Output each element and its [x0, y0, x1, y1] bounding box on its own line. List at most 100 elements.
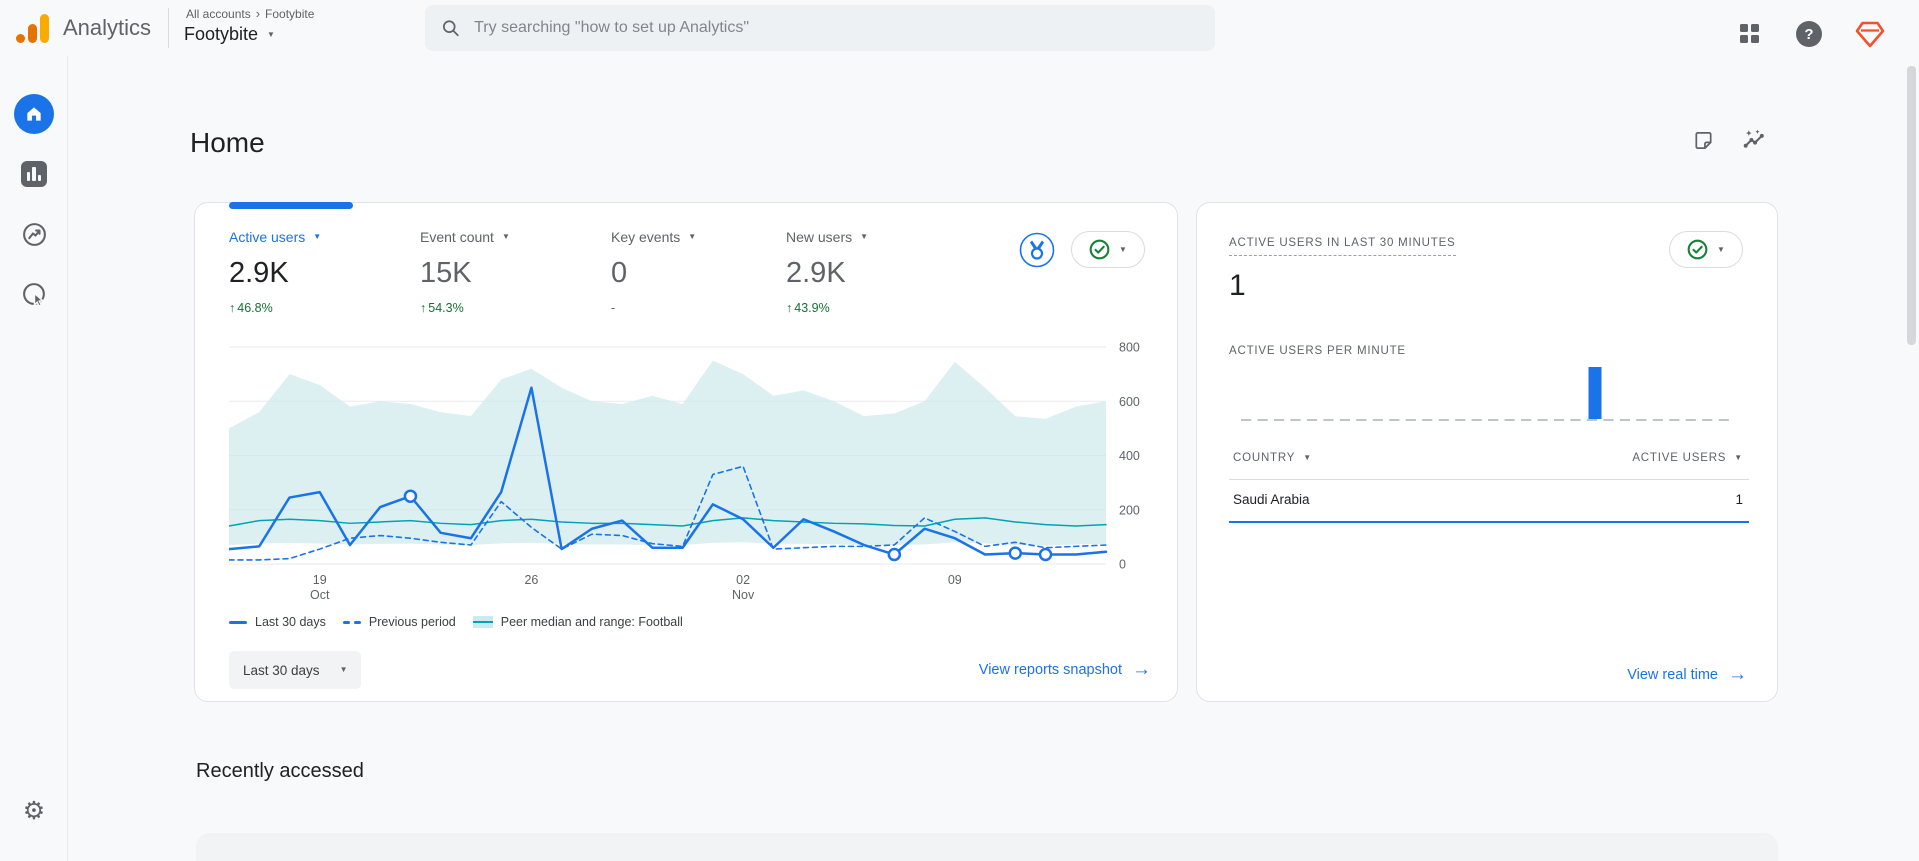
arrow-up-icon: ↑: [786, 301, 793, 315]
property-selector-label: Footybite: [184, 24, 259, 44]
benchmark-tools: ▼: [1019, 231, 1145, 268]
google-analytics-logo-icon: [16, 13, 50, 43]
search-icon: [442, 20, 459, 37]
svg-text:0: 0: [1119, 558, 1126, 572]
svg-text:Nov: Nov: [732, 588, 755, 602]
dashed-line-swatch: [342, 620, 361, 624]
metric-delta: ↑ 54.3%: [420, 301, 464, 315]
settings-gear-icon[interactable]: ⚙: [14, 791, 54, 831]
metric-value: 15K: [420, 257, 472, 289]
vertical-scrollbar-thumb[interactable]: [1907, 66, 1916, 345]
date-range-selector[interactable]: Last 30 days ▼: [229, 651, 362, 689]
check-circle-icon: [1089, 239, 1110, 260]
country-column-header[interactable]: COUNTRY ▼: [1233, 452, 1312, 464]
benchmark-medal-icon[interactable]: [1019, 232, 1055, 268]
apps-grid-icon[interactable]: [1740, 24, 1759, 43]
metric-value: 2.9K: [229, 257, 289, 289]
search-input[interactable]: [474, 19, 1199, 37]
active-users-per-minute-chart: [1241, 367, 1735, 421]
metric-value: 0: [611, 257, 628, 289]
active-users-column-header[interactable]: ACTIVE USERS ▼: [1632, 452, 1743, 464]
legend-peer-median-range: Peer median and range: Football: [472, 615, 683, 629]
help-icon[interactable]: ?: [1796, 21, 1822, 47]
band-swatch: [472, 616, 493, 628]
metric-tab-key-events[interactable]: Key events▼ 0 ↑-: [611, 229, 786, 315]
explore-icon: [22, 222, 46, 246]
arrow-right-icon: →: [1132, 659, 1151, 680]
chevron-down-icon: ▼: [1303, 453, 1312, 462]
svg-text:09: 09: [948, 573, 962, 587]
header-divider: [168, 8, 169, 48]
page-actions: [1692, 128, 1766, 156]
chart-legend: Last 30 days Previous period Peer median…: [229, 615, 683, 629]
breadcrumb: All accounts › Footybite: [186, 6, 314, 21]
svg-text:02: 02: [736, 573, 750, 587]
legend-previous-period: Previous period: [342, 615, 456, 629]
svg-text:19: 19: [313, 573, 327, 587]
sidebar-item-reports[interactable]: [14, 154, 54, 194]
insights-sparkline-icon[interactable]: [1741, 128, 1766, 156]
chevron-down-icon: ▼: [1734, 453, 1743, 462]
arrow-up-icon: ↑: [420, 301, 427, 315]
home-icon: [27, 107, 41, 121]
chevron-down-icon: ▼: [501, 232, 510, 241]
view-reports-snapshot-link[interactable]: View reports snapshot →: [978, 659, 1151, 680]
sidebar-item-explore[interactable]: [14, 214, 54, 254]
check-circle-icon: [1687, 239, 1708, 260]
metric-value: 2.9K: [786, 257, 846, 289]
chevron-down-icon: ▼: [267, 29, 275, 39]
chevron-down-icon: ▼: [313, 232, 322, 241]
breadcrumb-all-accounts[interactable]: All accounts: [186, 6, 251, 21]
realtime-table-header: COUNTRY ▼ ACTIVE USERS ▼: [1233, 452, 1743, 464]
advertising-icon: [22, 282, 45, 307]
country-cell: Saudi Arabia: [1233, 492, 1310, 507]
table-divider: [1229, 479, 1749, 480]
svg-text:400: 400: [1119, 449, 1140, 463]
left-nav-sidebar: ⚙: [0, 56, 68, 861]
customize-report-note-icon[interactable]: [1692, 128, 1715, 156]
app-name: Analytics: [63, 15, 152, 40]
chevron-down-icon: ▼: [1119, 244, 1127, 254]
property-selector[interactable]: Footybite ▼: [184, 24, 275, 45]
recently-accessed-title: Recently accessed: [196, 760, 364, 782]
sidebar-item-home[interactable]: [14, 94, 54, 134]
svg-text:600: 600: [1119, 395, 1140, 409]
row-bar-indicator: [1229, 521, 1749, 523]
breadcrumb-property[interactable]: Footybite: [265, 6, 315, 21]
metric-delta: ↑ 43.9%: [786, 301, 830, 315]
page-title: Home: [190, 127, 265, 158]
table-row: Saudi Arabia 1: [1233, 492, 1743, 507]
overview-footer: Last 30 days ▼ View reports snapshot →: [229, 651, 1151, 689]
data-quality-dropdown[interactable]: ▼: [1071, 231, 1145, 268]
metric-tab-event-count[interactable]: Event count ▼ 15K ↑ 54.3%: [420, 229, 611, 315]
app-header: Analytics All accounts › Footybite Footy…: [0, 0, 1919, 56]
active-tab-indicator: [229, 202, 353, 209]
realtime-data-quality-dropdown[interactable]: ▼: [1669, 231, 1743, 268]
overview-metrics-card: Active users ▼ 2.9K ↑ 46.8% Event count ▼ 1…: [194, 202, 1178, 702]
solid-line-swatch: [229, 620, 247, 624]
chevron-down-icon: ▼: [860, 232, 869, 241]
sidebar-item-advertising[interactable]: [14, 274, 54, 314]
chevron-down-icon: ▼: [339, 665, 348, 674]
metric-tabs: Active users ▼ 2.9K ↑ 46.8% Event count ▼ 1…: [229, 229, 977, 315]
svg-text:Oct: Oct: [310, 588, 330, 602]
chevron-down-icon: ▼: [688, 232, 697, 241]
metric-tab-new-users[interactable]: New users ▼ 2.9K ↑ 43.9%: [786, 229, 977, 315]
search-bar[interactable]: [425, 5, 1215, 51]
legend-last-30-days: Last 30 days: [229, 615, 326, 629]
reports-bar-chart-icon: [21, 161, 47, 187]
recently-accessed-list-item[interactable]: [196, 833, 1778, 861]
metric-tab-active-users[interactable]: Active users ▼ 2.9K ↑ 46.8%: [229, 229, 420, 315]
chevron-down-icon: ▼: [1717, 244, 1725, 254]
active-users-30min-value: 1: [1229, 269, 1246, 302]
svg-text:800: 800: [1119, 341, 1140, 355]
svg-text:26: 26: [524, 573, 538, 587]
view-real-time-link[interactable]: View real time →: [1627, 664, 1747, 685]
arrow-right-icon: →: [1728, 664, 1747, 685]
breadcrumb-chevron-icon: ›: [255, 6, 261, 21]
metric-delta: ↑ 46.8%: [229, 301, 273, 315]
account-avatar-gem-icon[interactable]: [1854, 18, 1886, 50]
gem-logo-icon: [1855, 21, 1885, 48]
